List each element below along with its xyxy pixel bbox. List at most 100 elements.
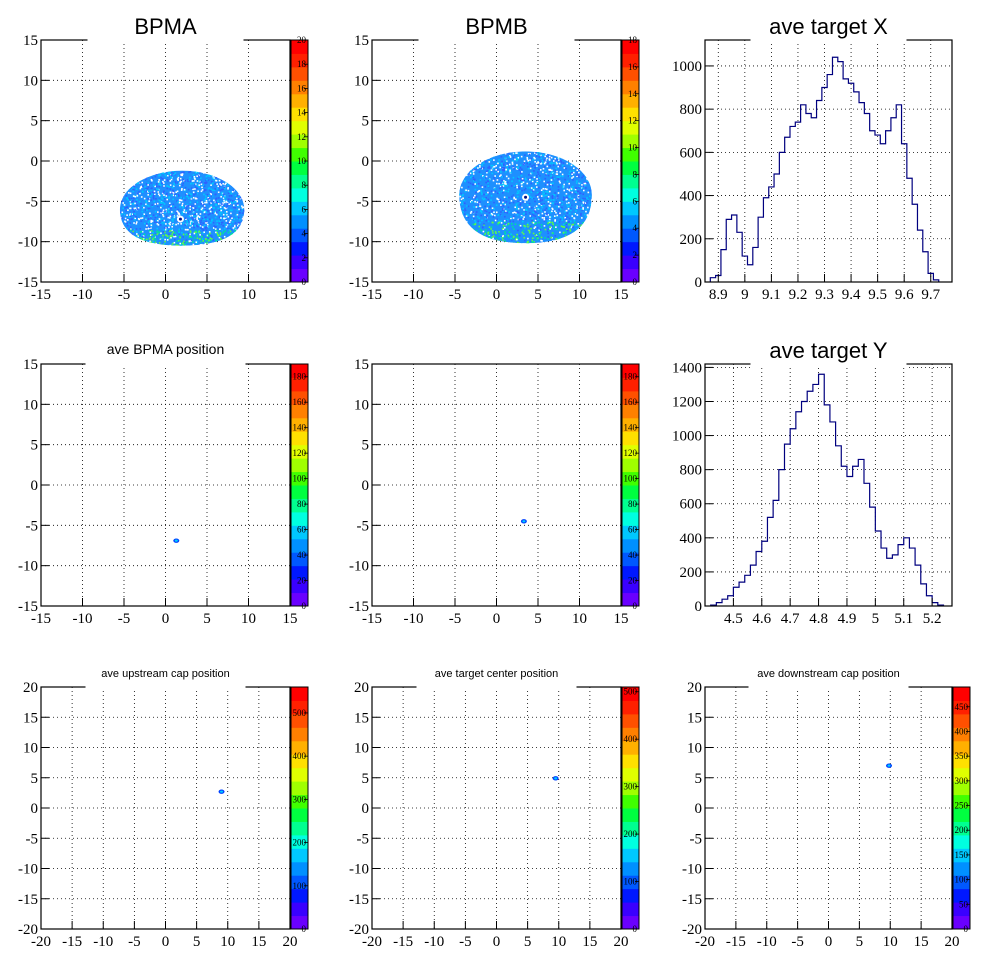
blob-speck	[162, 231, 165, 233]
blob-speck	[516, 241, 519, 244]
blob-speck	[234, 224, 236, 227]
blob-speck	[477, 220, 479, 223]
blob-speck	[546, 181, 549, 184]
blob-speck	[196, 240, 199, 243]
blob-speck	[148, 197, 151, 200]
histogram-bin	[926, 596, 932, 606]
blob-speck	[484, 229, 487, 231]
blob-speck	[205, 211, 207, 213]
blob-speck	[536, 233, 539, 236]
blob-speck	[505, 168, 507, 171]
color-scale-label: 500	[293, 708, 307, 718]
blob-speck	[121, 217, 124, 219]
blob-speck	[555, 226, 557, 228]
blob-speck	[531, 180, 534, 183]
blob-speck	[180, 199, 183, 202]
color-scale-band	[622, 485, 639, 499]
blob-speck	[182, 171, 184, 174]
blob-speck	[131, 213, 133, 216]
blob-speck	[579, 223, 582, 226]
blob-speck	[164, 211, 166, 214]
blob-speck	[556, 195, 559, 197]
blob-speck	[150, 215, 152, 218]
blob-speck	[177, 222, 180, 225]
blob-speck	[206, 234, 209, 237]
blob-speck	[152, 241, 155, 243]
blob-speck	[185, 241, 188, 244]
blob-speck	[147, 234, 150, 237]
color-scale-band	[622, 214, 639, 229]
blob-speck	[133, 222, 135, 224]
blob-speck	[531, 237, 534, 240]
blob-speck	[573, 197, 576, 200]
blob-speck	[189, 223, 192, 225]
blob-speck	[237, 223, 240, 225]
blob-speck	[479, 201, 481, 203]
y-tick-label: -5	[357, 194, 370, 210]
blob-speck	[170, 207, 172, 210]
blob-speck	[229, 223, 232, 226]
blob-speck	[525, 178, 527, 181]
blob-speck	[544, 170, 547, 172]
blob-speck	[188, 171, 190, 174]
blob-speck	[557, 159, 560, 161]
blob-speck	[198, 223, 200, 226]
blob-speck	[531, 219, 533, 222]
y-tick-label: -5	[357, 518, 370, 534]
blob-speck	[566, 203, 568, 206]
blob-speck	[154, 221, 156, 223]
blob-speck	[557, 203, 560, 206]
blob-speck	[220, 238, 222, 241]
blob-speck	[159, 210, 161, 212]
blob-speck	[534, 226, 537, 228]
blob-speck	[557, 178, 560, 181]
blob-speck	[157, 181, 160, 183]
color-scale-band	[622, 134, 639, 149]
blob-speck	[495, 168, 497, 171]
blob-speck	[165, 175, 168, 178]
blob-speck	[474, 183, 476, 185]
blob-speck	[552, 182, 554, 185]
blob-speck	[461, 201, 463, 203]
blob-speck	[568, 217, 571, 220]
color-scale-label: 100	[624, 877, 638, 887]
blob-speck	[560, 161, 563, 164]
blob-speck	[547, 232, 549, 235]
blob-speck	[515, 152, 517, 154]
blob-speck	[219, 219, 222, 221]
blob-speck	[580, 224, 583, 226]
blob-speck	[537, 218, 539, 221]
blob-speck	[525, 210, 527, 213]
blob-speck	[542, 167, 545, 170]
blob-speck	[512, 166, 515, 169]
blob-speck	[130, 198, 133, 201]
blob-speck	[194, 188, 196, 190]
blob-speck	[186, 220, 188, 222]
histogram-bin	[732, 215, 737, 282]
blob-speck	[509, 170, 512, 173]
blob-speck	[177, 179, 179, 181]
blob-speck	[158, 242, 161, 244]
blob-speck	[580, 200, 582, 202]
blob-speck	[145, 238, 148, 241]
blob-speck	[141, 181, 144, 184]
blob-speck	[147, 194, 150, 196]
blob-speck	[179, 174, 182, 177]
blob-speck	[190, 239, 193, 242]
blob-speck	[225, 219, 227, 221]
blob-speck	[520, 172, 522, 175]
blob-speck	[220, 192, 223, 194]
blob-speck	[498, 159, 500, 161]
blob-speck	[536, 181, 539, 184]
color-scale-label: 400	[624, 734, 638, 744]
blob-speck	[571, 191, 574, 194]
blob-speck	[173, 223, 175, 226]
blob-speck	[204, 227, 207, 230]
blob-speck	[484, 214, 486, 216]
blob-speck	[523, 163, 525, 166]
blob-speck	[167, 206, 170, 208]
histogram-bin	[824, 405, 830, 606]
y-tick-label: -10	[682, 862, 702, 878]
blob-speck	[230, 192, 233, 195]
